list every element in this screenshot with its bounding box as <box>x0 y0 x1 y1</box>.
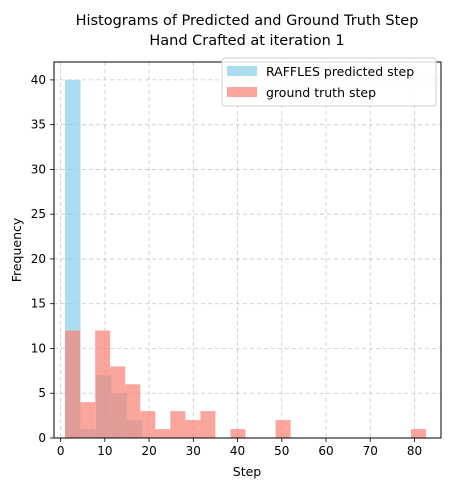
legend-swatch-ground-truth <box>227 87 257 97</box>
x-tick-label: 80 <box>407 444 422 458</box>
ground-truth-bar <box>155 429 171 438</box>
x-tick-label: 40 <box>230 444 245 458</box>
chart-title-line1: Histograms of Predicted and Ground Truth… <box>76 13 419 29</box>
x-tick-label: 50 <box>274 444 289 458</box>
y-axis-ticks: 0 5 10 15 20 25 30 35 40 <box>31 73 54 445</box>
legend-label-raffles: RAFFLES predicted step <box>266 64 414 79</box>
ground-truth-bar <box>410 429 426 438</box>
ground-truth-bar <box>140 411 156 438</box>
ground-truth-bar <box>80 402 96 438</box>
x-tick-label: 20 <box>141 444 156 458</box>
y-tick-label: 15 <box>31 297 46 311</box>
y-tick-label: 0 <box>38 431 46 445</box>
x-tick-label: 70 <box>363 444 378 458</box>
y-tick-label: 10 <box>31 341 46 355</box>
x-tick-label: 60 <box>318 444 333 458</box>
x-tick-label: 30 <box>186 444 201 458</box>
ground-truth-bar <box>65 330 81 438</box>
y-tick-label: 35 <box>31 118 46 132</box>
ground-truth-bar <box>95 330 111 438</box>
histogram-bars <box>65 79 426 439</box>
ground-truth-bar <box>275 420 291 438</box>
y-tick-label: 40 <box>31 73 46 87</box>
ground-truth-bar <box>185 420 201 438</box>
y-tick-label: 30 <box>31 162 46 176</box>
y-tick-label: 5 <box>38 386 46 400</box>
legend-swatch-raffles <box>227 66 257 76</box>
x-tick-label: 0 <box>57 444 65 458</box>
legend-label-ground-truth: ground truth step <box>266 85 376 100</box>
ground-truth-bar <box>125 384 141 438</box>
x-axis-label: Step <box>233 464 262 479</box>
ground-truth-bar <box>110 366 126 438</box>
legend: RAFFLES predicted step ground truth step <box>221 57 437 107</box>
y-tick-label: 25 <box>31 207 46 221</box>
ground-truth-bar <box>170 411 186 438</box>
x-tick-label: 10 <box>97 444 112 458</box>
chart-title-line2: Hand Crafted at iteration 1 <box>149 33 344 49</box>
y-axis-label: Frequency <box>9 217 24 282</box>
x-axis-ticks: 0 10 20 30 40 50 60 70 80 <box>57 438 422 458</box>
legend-box <box>221 57 437 107</box>
ground-truth-bar <box>230 429 246 438</box>
ground-truth-bar <box>200 411 216 438</box>
y-tick-label: 20 <box>31 252 46 266</box>
